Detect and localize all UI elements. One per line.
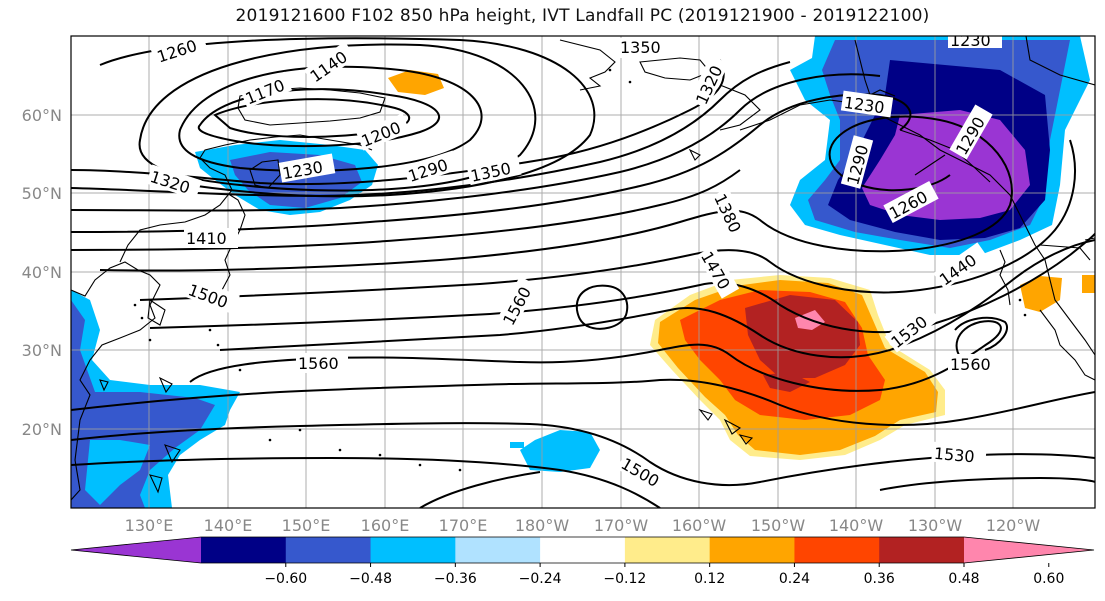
map-plot-area: 1260 1170 1140 1350 1320 1200 1230 1290 … xyxy=(71,31,1095,508)
map-title: 2019121600 F102 850 hPa height, IVT Land… xyxy=(235,6,930,26)
lat-tick-label: 20°N xyxy=(22,420,62,439)
lat-tick-label: 40°N xyxy=(22,263,62,282)
contour-label: 1530 xyxy=(933,444,975,466)
small-islands xyxy=(133,68,1027,472)
contour-label: 1410 xyxy=(186,229,227,248)
colorbar-outline xyxy=(70,536,1095,564)
colorbar-segment xyxy=(879,537,965,563)
lon-tick-label: 170°W xyxy=(594,516,649,535)
colorbar-segment xyxy=(624,537,711,563)
lon-tick-label: 170°E xyxy=(439,516,488,535)
colorbar: −0.60 −0.48 −0.36 −0.24 −0.12 0.12 0.24 0.36 0.4… xyxy=(70,536,1095,587)
colorbar-tick-label: 0.60 xyxy=(1033,571,1064,587)
contour-label: 1350 xyxy=(620,38,661,57)
colorbar-tick-label: 0.36 xyxy=(864,571,895,587)
colorbar-tick-label: −0.12 xyxy=(603,571,646,587)
colorbar-segment xyxy=(794,537,880,563)
colorbar-tick-label: −0.24 xyxy=(519,571,562,587)
colorbar-segment xyxy=(709,537,795,563)
lon-tick-label: 140°E xyxy=(204,516,253,535)
lon-tick-label: 130°E xyxy=(125,516,174,535)
lon-tick-label: 140°W xyxy=(829,516,884,535)
longitude-axis: 130°E 140°E 150°E 160°E 170°E 180°W 170°… xyxy=(125,516,1041,535)
contour-label: 1560 xyxy=(950,355,991,374)
colorbar-tick-label: 0.12 xyxy=(694,571,725,587)
shading-east-pacific-positive xyxy=(650,275,945,460)
lon-tick-label: 180°W xyxy=(515,516,570,535)
shading-west-pacific-negative xyxy=(71,290,240,508)
lon-tick-label: 160°W xyxy=(672,516,727,535)
colorbar-tick-label: −0.60 xyxy=(264,571,307,587)
lon-tick-label: 130°W xyxy=(908,516,963,535)
colorbar-segment xyxy=(370,537,456,563)
colorbar-tick-label: −0.48 xyxy=(349,571,392,587)
lon-tick-label: 150°E xyxy=(282,516,331,535)
contour-label: 1230 xyxy=(950,31,991,50)
shading-alaska-negative xyxy=(790,36,1090,255)
colorbar-segment xyxy=(285,537,372,563)
lat-tick-label: 30°N xyxy=(22,341,62,360)
colorbar-extend-min xyxy=(71,537,201,563)
lon-tick-label: 120°W xyxy=(986,516,1041,535)
colorbar-tick-label: 0.48 xyxy=(948,571,979,587)
contour-label: 1560 xyxy=(298,354,339,373)
colorbar-extend-max xyxy=(964,537,1094,563)
colorbar-segment xyxy=(455,537,541,563)
latitude-axis: 60°N 50°N 40°N 30°N 20°N xyxy=(22,106,62,439)
colorbar-tick-label: −0.36 xyxy=(434,571,477,587)
lat-tick-label: 60°N xyxy=(22,106,62,125)
colorbar-segment xyxy=(540,537,626,563)
colorbar-tick-label: 0.24 xyxy=(779,571,810,587)
lon-tick-label: 160°E xyxy=(361,516,410,535)
map-frame xyxy=(70,35,1096,509)
colorbar-segment xyxy=(201,537,287,563)
lat-tick-label: 50°N xyxy=(22,184,62,203)
shading-central-pacific-negative xyxy=(510,430,600,472)
lon-tick-label: 150°W xyxy=(751,516,806,535)
